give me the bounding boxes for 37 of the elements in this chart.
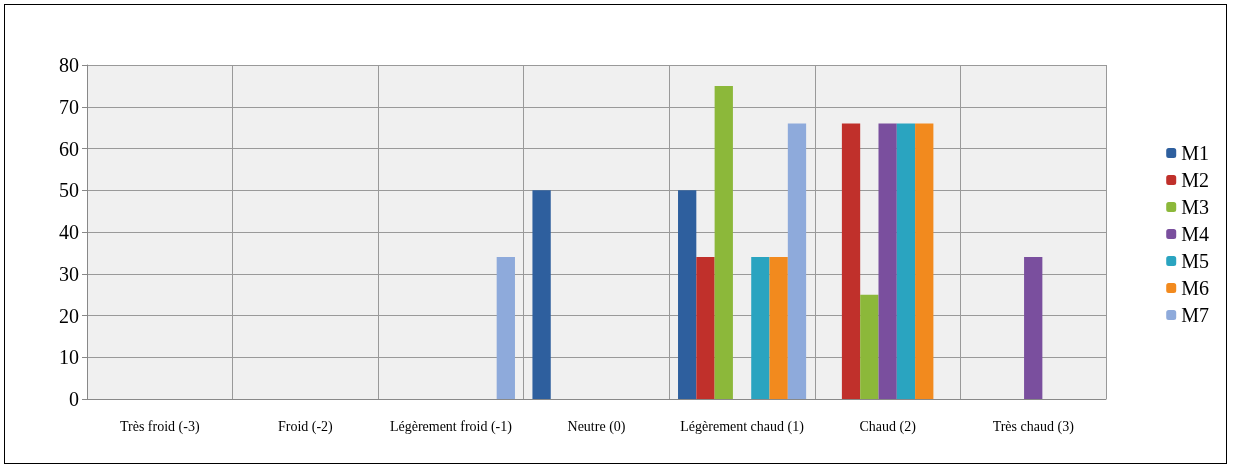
y-tick-label: 40 (59, 221, 79, 243)
bar (841, 123, 861, 399)
legend-label: M3 (1181, 196, 1210, 218)
bar (878, 123, 897, 399)
bar (769, 257, 788, 399)
legend-label: M5 (1181, 250, 1210, 272)
legend-label: M4 (1181, 223, 1210, 245)
y-tick-label: 80 (59, 54, 79, 76)
x-tick-label: Légèrement froid (-1) (389, 418, 513, 435)
bar (714, 85, 733, 399)
legend-label: M2 (1181, 169, 1210, 191)
legend-label: M6 (1181, 277, 1210, 299)
legend-label: M7 (1181, 304, 1210, 326)
y-tick-label: 10 (59, 346, 79, 369)
x-tick-label: Très froid (-3) (119, 418, 200, 435)
y-tick-label: 30 (59, 262, 79, 285)
y-tick-label: 60 (59, 137, 79, 160)
bar (678, 190, 697, 399)
y-tick-label: 0 (69, 388, 79, 410)
bar (751, 257, 770, 399)
x-tick-label: Légèrement chaud (1) (680, 418, 805, 435)
bar (896, 123, 916, 399)
bar (496, 257, 515, 399)
x-tick-label: Froid (-2) (277, 418, 334, 435)
bar (860, 294, 879, 399)
legend-label: M1 (1181, 142, 1210, 164)
bar (787, 123, 807, 399)
bar (532, 190, 551, 399)
bar (696, 257, 715, 399)
y-tick-label: 20 (59, 304, 79, 327)
y-tick-label: 70 (59, 95, 79, 118)
bar (1024, 257, 1043, 399)
x-tick-label: Chaud (2) (859, 418, 917, 435)
y-tick-label: 50 (59, 179, 79, 202)
x-tick-label: Très chaud (3) (992, 418, 1075, 435)
bar (915, 123, 934, 399)
x-tick-label: Neutre (0) (567, 418, 626, 435)
